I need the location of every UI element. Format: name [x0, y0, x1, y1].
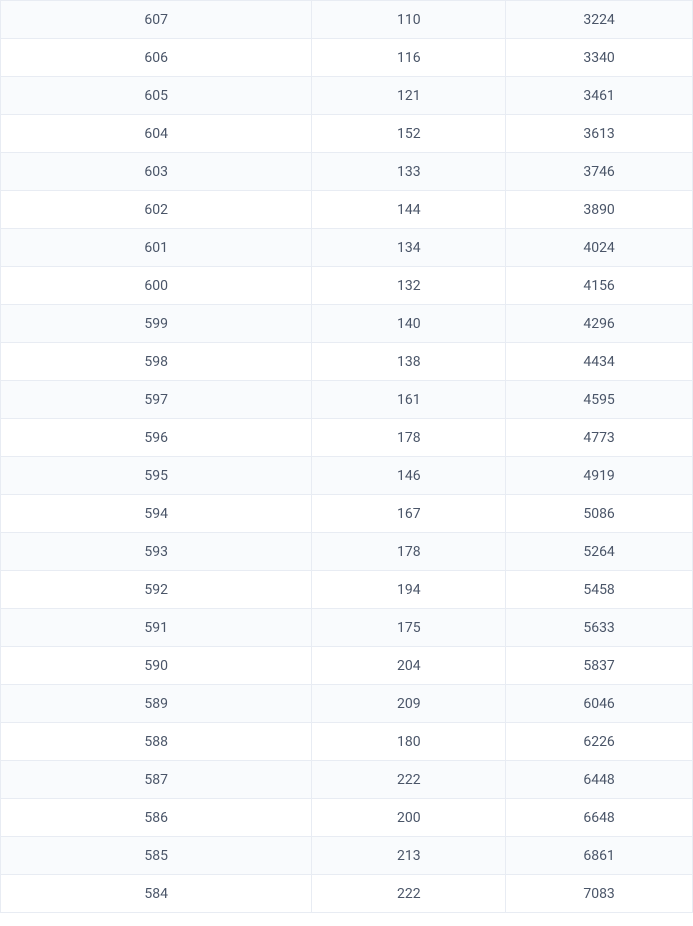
table-cell: 594: [1, 495, 312, 533]
table-row: 6071103224: [1, 1, 693, 39]
table-cell: 194: [312, 571, 506, 609]
table-cell: 180: [312, 723, 506, 761]
table-cell: 3613: [506, 115, 693, 153]
table-cell: 4156: [506, 267, 693, 305]
table-cell: 596: [1, 419, 312, 457]
table-cell: 590: [1, 647, 312, 685]
table-body: 6071103224606116334060512134616041523613…: [1, 1, 693, 913]
table-cell: 598: [1, 343, 312, 381]
table-cell: 5264: [506, 533, 693, 571]
table-cell: 4773: [506, 419, 693, 457]
table-cell: 222: [312, 761, 506, 799]
table-cell: 6226: [506, 723, 693, 761]
table-cell: 584: [1, 875, 312, 913]
table-cell: 589: [1, 685, 312, 723]
table-cell: 4919: [506, 457, 693, 495]
table-cell: 6648: [506, 799, 693, 837]
table-row: 5862006648: [1, 799, 693, 837]
table-cell: 597: [1, 381, 312, 419]
table-cell: 3461: [506, 77, 693, 115]
table-row: 6061163340: [1, 39, 693, 77]
table-cell: 6046: [506, 685, 693, 723]
table-row: 6041523613: [1, 115, 693, 153]
table-row: 5881806226: [1, 723, 693, 761]
table-row: 5921945458: [1, 571, 693, 609]
table-row: 6001324156: [1, 267, 693, 305]
table-row: 5941675086: [1, 495, 693, 533]
table-cell: 132: [312, 267, 506, 305]
table-cell: 5086: [506, 495, 693, 533]
table-cell: 133: [312, 153, 506, 191]
table-cell: 5458: [506, 571, 693, 609]
table-cell: 604: [1, 115, 312, 153]
table-cell: 5633: [506, 609, 693, 647]
table-cell: 595: [1, 457, 312, 495]
table-row: 6021443890: [1, 191, 693, 229]
table-cell: 140: [312, 305, 506, 343]
table-row: 5971614595: [1, 381, 693, 419]
table-cell: 588: [1, 723, 312, 761]
table-row: 5892096046: [1, 685, 693, 723]
table-cell: 213: [312, 837, 506, 875]
table-row: 5931785264: [1, 533, 693, 571]
table-cell: 200: [312, 799, 506, 837]
table-cell: 138: [312, 343, 506, 381]
table-row: 5842227083: [1, 875, 693, 913]
table-cell: 146: [312, 457, 506, 495]
table-cell: 178: [312, 419, 506, 457]
table-cell: 4434: [506, 343, 693, 381]
table-cell: 7083: [506, 875, 693, 913]
table-cell: 585: [1, 837, 312, 875]
table-cell: 3340: [506, 39, 693, 77]
table-cell: 167: [312, 495, 506, 533]
table-cell: 592: [1, 571, 312, 609]
table-row: 5981384434: [1, 343, 693, 381]
table-row: 5961784773: [1, 419, 693, 457]
table-cell: 587: [1, 761, 312, 799]
table-cell: 605: [1, 77, 312, 115]
table-cell: 6861: [506, 837, 693, 875]
table-row: 5902045837: [1, 647, 693, 685]
table-cell: 144: [312, 191, 506, 229]
table-cell: 591: [1, 609, 312, 647]
table-cell: 121: [312, 77, 506, 115]
table-cell: 3890: [506, 191, 693, 229]
table-cell: 110: [312, 1, 506, 39]
table-cell: 209: [312, 685, 506, 723]
table-cell: 599: [1, 305, 312, 343]
table-cell: 116: [312, 39, 506, 77]
table-cell: 5837: [506, 647, 693, 685]
table-row: 5872226448: [1, 761, 693, 799]
table-cell: 4296: [506, 305, 693, 343]
table-cell: 3746: [506, 153, 693, 191]
table-cell: 601: [1, 229, 312, 267]
table-row: 6011344024: [1, 229, 693, 267]
table-cell: 4595: [506, 381, 693, 419]
table-cell: 161: [312, 381, 506, 419]
table-row: 6031333746: [1, 153, 693, 191]
table-cell: 603: [1, 153, 312, 191]
table-cell: 593: [1, 533, 312, 571]
table-row: 6051213461: [1, 77, 693, 115]
data-table: 6071103224606116334060512134616041523613…: [0, 0, 693, 913]
table-cell: 4024: [506, 229, 693, 267]
table-cell: 6448: [506, 761, 693, 799]
table-cell: 152: [312, 115, 506, 153]
table-cell: 607: [1, 1, 312, 39]
table-row: 5911755633: [1, 609, 693, 647]
table-cell: 602: [1, 191, 312, 229]
table-cell: 204: [312, 647, 506, 685]
table-cell: 606: [1, 39, 312, 77]
table-cell: 3224: [506, 1, 693, 39]
table-cell: 178: [312, 533, 506, 571]
table-cell: 222: [312, 875, 506, 913]
table-row: 5852136861: [1, 837, 693, 875]
table-row: 5951464919: [1, 457, 693, 495]
table-cell: 600: [1, 267, 312, 305]
table-cell: 175: [312, 609, 506, 647]
table-row: 5991404296: [1, 305, 693, 343]
table-cell: 586: [1, 799, 312, 837]
table-cell: 134: [312, 229, 506, 267]
